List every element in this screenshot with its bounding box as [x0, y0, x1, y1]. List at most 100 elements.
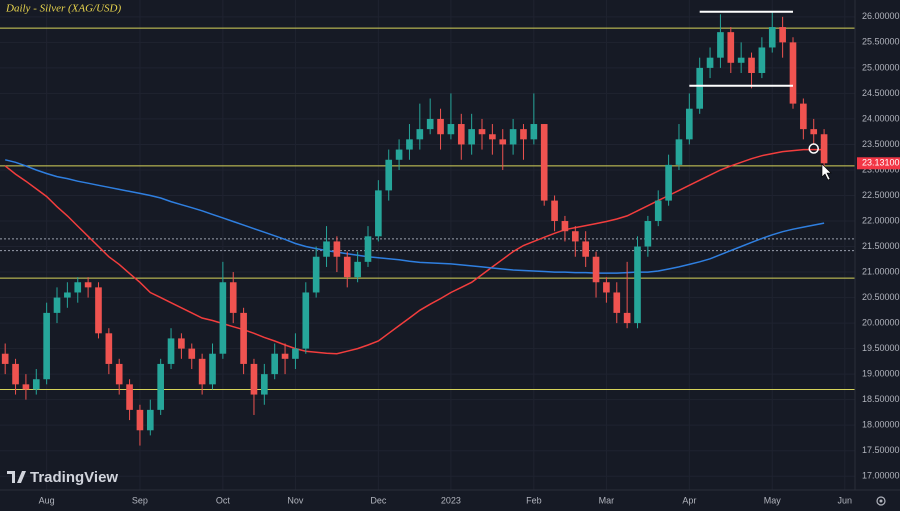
- candle-body: [675, 139, 683, 165]
- y-tick-label: 25.00000: [862, 62, 900, 72]
- y-tick-label: 17.50000: [862, 445, 900, 455]
- candle-body: [779, 27, 786, 43]
- x-tick-label: Feb: [526, 495, 542, 505]
- candle-body: [115, 363, 123, 385]
- candle-body: [426, 118, 434, 130]
- candle-body: [571, 231, 579, 242]
- candle-body: [219, 282, 227, 354]
- candle-body: [768, 27, 776, 48]
- plot: [0, 0, 855, 490]
- y-tick-label: 19.50000: [862, 343, 900, 353]
- settings-icon: [876, 496, 886, 506]
- moving-average: [5, 159, 825, 274]
- candle-body: [416, 129, 424, 140]
- candle-body: [333, 241, 341, 257]
- x-tick-label: Jun: [838, 495, 853, 505]
- candle-body: [32, 379, 40, 390]
- candle-body: [800, 103, 807, 130]
- x-tick-label: Dec: [370, 495, 387, 505]
- y-tick-label: 18.50000: [862, 394, 900, 404]
- candle-body: [354, 261, 361, 278]
- y-tick-label: 26.00000: [862, 11, 900, 21]
- y-tick-label: 17.00000: [862, 471, 900, 481]
- candle-body: [126, 384, 133, 410]
- x-tick-label: 2023: [441, 495, 461, 505]
- candle-body: [1, 353, 9, 364]
- candle-body: [530, 124, 538, 140]
- candle-body: [64, 292, 71, 298]
- candle-body: [706, 57, 714, 68]
- candle-body: [520, 129, 527, 140]
- candle-body: [468, 129, 475, 145]
- candle-body: [43, 312, 50, 380]
- marker: [808, 143, 819, 154]
- candle-body: [209, 353, 216, 385]
- chart-title: Daily - Silver (XAG/USD): [5, 3, 121, 15]
- candle-body: [302, 292, 310, 349]
- candle-body: [323, 241, 330, 257]
- candle-body: [457, 124, 465, 145]
- candle-body: [820, 134, 828, 164]
- candle-body: [644, 221, 652, 247]
- candle-body: [105, 333, 113, 364]
- x-tick-label: Sep: [132, 495, 148, 505]
- watermark: TradingView: [30, 469, 118, 486]
- candle-body: [592, 256, 600, 283]
- candle-body: [261, 374, 268, 395]
- y-tick-label: 20.00000: [862, 317, 900, 327]
- candle-body: [613, 292, 621, 313]
- candle-body: [12, 363, 19, 385]
- candle-body: [717, 32, 724, 58]
- candle-body: [22, 384, 30, 390]
- candle-body: [95, 287, 102, 334]
- candle-body: [84, 282, 92, 288]
- candle-body: [748, 57, 755, 73]
- candle-body: [312, 256, 320, 293]
- y-tick-label: 22.00000: [862, 215, 900, 225]
- candle-body: [810, 129, 818, 135]
- candle-body: [437, 118, 444, 135]
- y-tick-label: 25.50000: [862, 37, 900, 47]
- candle-body: [737, 57, 745, 63]
- candle-body: [540, 124, 548, 201]
- y-tick-label: 18.00000: [862, 420, 900, 430]
- x-tick-label: Apr: [682, 495, 696, 505]
- moving-average: [4, 148, 825, 355]
- candle-body: [385, 159, 393, 191]
- y-tick-label: 24.50000: [862, 88, 900, 98]
- candle-body: [395, 149, 403, 160]
- cursor: [821, 163, 832, 181]
- candle-body: [178, 338, 185, 349]
- candle-body: [250, 363, 258, 395]
- candle-body: [623, 312, 631, 324]
- y-tick-label: 24.00000: [862, 113, 900, 123]
- candle-body: [343, 256, 351, 278]
- x-tick-label: Oct: [216, 495, 231, 505]
- y-tick-label: 23.50000: [862, 139, 900, 149]
- candle-body: [499, 139, 507, 145]
- candle-body: [603, 282, 610, 293]
- candle-body: [74, 282, 82, 293]
- candle-body: [167, 338, 175, 364]
- y-tick-label: 23.00000: [862, 164, 900, 174]
- y-tick-label: 22.50000: [862, 190, 900, 200]
- candle-body: [281, 353, 289, 359]
- x-tick-label: May: [764, 495, 782, 505]
- y-tick-label: 19.00000: [862, 369, 900, 379]
- candle-body: [654, 200, 662, 222]
- candle-body: [157, 363, 164, 410]
- price-label: 23.13100: [862, 158, 900, 168]
- candle-body: [364, 236, 372, 262]
- candle-body: [634, 246, 641, 324]
- candle-body: [292, 348, 299, 359]
- candle-body: [478, 129, 486, 135]
- candle-body: [229, 282, 237, 313]
- price-label-box: [857, 157, 900, 170]
- candle-body: [136, 409, 144, 431]
- candle-body: [271, 353, 279, 375]
- candle-body: [789, 42, 797, 104]
- candle-body: [240, 312, 247, 364]
- x-tick-label: Nov: [287, 495, 304, 505]
